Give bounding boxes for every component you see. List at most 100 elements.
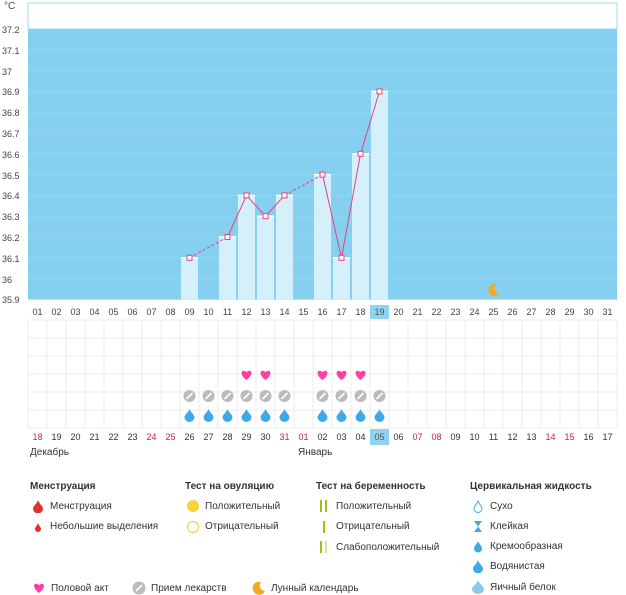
- calendar-date[interactable]: 13: [526, 432, 537, 442]
- legend-bottom-item: Лунный календарь: [250, 581, 359, 595]
- calendar-date[interactable]: 22: [108, 432, 119, 442]
- cycle-day-label[interactable]: 21: [412, 307, 423, 317]
- cycle-day-label[interactable]: 27: [526, 307, 537, 317]
- heart-icon: [260, 370, 271, 380]
- legend-group-title: Менструация: [30, 481, 96, 492]
- calendar-date[interactable]: 06: [393, 432, 404, 442]
- calendar-date[interactable]: 07: [412, 432, 423, 442]
- cycle-day-label[interactable]: 26: [507, 307, 518, 317]
- drop-icon: [336, 409, 347, 422]
- cycle-day-label[interactable]: 10: [203, 307, 214, 317]
- calendar-date[interactable]: 24: [146, 432, 157, 442]
- moon-icon: [488, 284, 500, 297]
- cycle-day-label[interactable]: 14: [279, 307, 290, 317]
- calendar-date[interactable]: 20: [70, 432, 81, 442]
- cycle-day-label[interactable]: 29: [564, 307, 575, 317]
- temperature-bar: [314, 174, 331, 300]
- cycle-day-label[interactable]: 19: [370, 305, 389, 319]
- cycle-day-label[interactable]: 20: [393, 307, 404, 317]
- heart-icon: [241, 370, 252, 380]
- calendar-date[interactable]: 10: [469, 432, 480, 442]
- y-tick-label: 36.4: [2, 191, 20, 202]
- calendar-date[interactable]: 26: [184, 432, 195, 442]
- moon-icon: [250, 581, 268, 595]
- temperature-bar: [371, 91, 388, 300]
- pill-icon-stripe: [185, 392, 194, 400]
- calendar-date[interactable]: 01: [298, 432, 309, 442]
- cycle-day-label[interactable]: 18: [355, 307, 366, 317]
- temperature-bar: [276, 195, 293, 300]
- calendar-date[interactable]: 03: [336, 432, 347, 442]
- y-tick-label: 36.6: [2, 149, 20, 160]
- cycle-day-label[interactable]: 25: [488, 307, 499, 317]
- cycle-day-label[interactable]: 05: [108, 307, 119, 317]
- y-tick-label: 36.5: [2, 170, 20, 181]
- cycle-day-label[interactable]: 08: [165, 307, 176, 317]
- cycle-day-label[interactable]: 12: [241, 307, 252, 317]
- legend-item-label: Небольшие выделения: [50, 521, 159, 532]
- calendar-date[interactable]: 28: [222, 432, 233, 442]
- cycle-day-label[interactable]: 13: [260, 307, 271, 317]
- calendar-date[interactable]: 29: [241, 432, 252, 442]
- calendar-date[interactable]: 21: [89, 432, 100, 442]
- pill-icon-stripe: [242, 392, 251, 400]
- calendar-date[interactable]: 15: [564, 432, 575, 442]
- cycle-day-label[interactable]: 30: [583, 307, 594, 317]
- heart-icon: [355, 370, 366, 380]
- cycle-day-label[interactable]: 01: [32, 307, 43, 317]
- legend-item-label: Половой акт: [51, 582, 109, 594]
- calendar-date[interactable]: 27: [203, 432, 214, 442]
- drop-icon: [222, 409, 233, 422]
- cycle-day-label[interactable]: 02: [51, 307, 62, 317]
- cycle-day-label[interactable]: 11: [222, 307, 233, 317]
- cycle-day-label[interactable]: 09: [184, 307, 195, 317]
- pill-icon-stripe: [261, 392, 270, 400]
- calendar-date[interactable]: 14: [545, 432, 556, 442]
- temperature-line-segment: [341, 153, 361, 258]
- legend-item: Кремообразная: [468, 540, 563, 554]
- cycle-day-label[interactable]: 16: [317, 307, 328, 317]
- calendar-date[interactable]: 04: [355, 432, 366, 442]
- cycle-day-label[interactable]: 04: [89, 307, 100, 317]
- drop-red-small-icon: [28, 520, 48, 533]
- y-tick-label: 36.1: [2, 253, 20, 264]
- cycle-day-label[interactable]: 07: [146, 307, 157, 317]
- y-tick-label: 36.3: [2, 212, 20, 223]
- calendar-date[interactable]: 05: [370, 429, 389, 445]
- calendar-date[interactable]: 18: [32, 432, 43, 442]
- cycle-day-label[interactable]: 31: [602, 307, 613, 317]
- calendar-date[interactable]: 02: [317, 432, 328, 442]
- calendar-date[interactable]: 12: [507, 432, 518, 442]
- legend-item-label: Отрицательный: [205, 521, 279, 532]
- calendar-date[interactable]: 16: [583, 432, 594, 442]
- circle-outline-yellow-icon: [183, 520, 203, 534]
- drop-icon: [374, 409, 385, 422]
- legend-item-label: Положительный: [205, 500, 281, 512]
- cycle-day-label[interactable]: 22: [431, 307, 442, 317]
- y-tick-label: 37.2: [2, 25, 20, 35]
- legend-group-title: Тест на овуляцию: [185, 481, 275, 492]
- calendar-date[interactable]: 19: [51, 432, 62, 442]
- calendar-date[interactable]: 23: [127, 432, 138, 442]
- drop-red-icon: [28, 499, 48, 513]
- temperature-point: [262, 213, 269, 220]
- cycle-day-label[interactable]: 28: [545, 307, 556, 317]
- calendar-date[interactable]: 30: [260, 432, 271, 442]
- cycle-day-label[interactable]: 06: [127, 307, 138, 317]
- calendar-date[interactable]: 09: [450, 432, 461, 442]
- calendar-date[interactable]: 31: [279, 432, 290, 442]
- drop-icon: [260, 409, 271, 422]
- cycle-day-label[interactable]: 15: [298, 307, 309, 317]
- cycle-day-label[interactable]: 24: [469, 307, 480, 317]
- drop-icon: [355, 409, 366, 422]
- calendar-date[interactable]: 08: [431, 432, 442, 442]
- cycle-day-label[interactable]: 23: [450, 307, 461, 317]
- cycle-day-label[interactable]: 03: [70, 307, 81, 317]
- calendar-date[interactable]: 11: [488, 432, 499, 442]
- legend-item: Небольшие выделения: [28, 520, 158, 534]
- cycle-day-label[interactable]: 17: [336, 307, 347, 317]
- y-tick-label: 36.2: [2, 233, 20, 243]
- pill-icon-stripe: [280, 392, 289, 400]
- calendar-date[interactable]: 25: [165, 432, 176, 442]
- calendar-date[interactable]: 17: [602, 432, 613, 442]
